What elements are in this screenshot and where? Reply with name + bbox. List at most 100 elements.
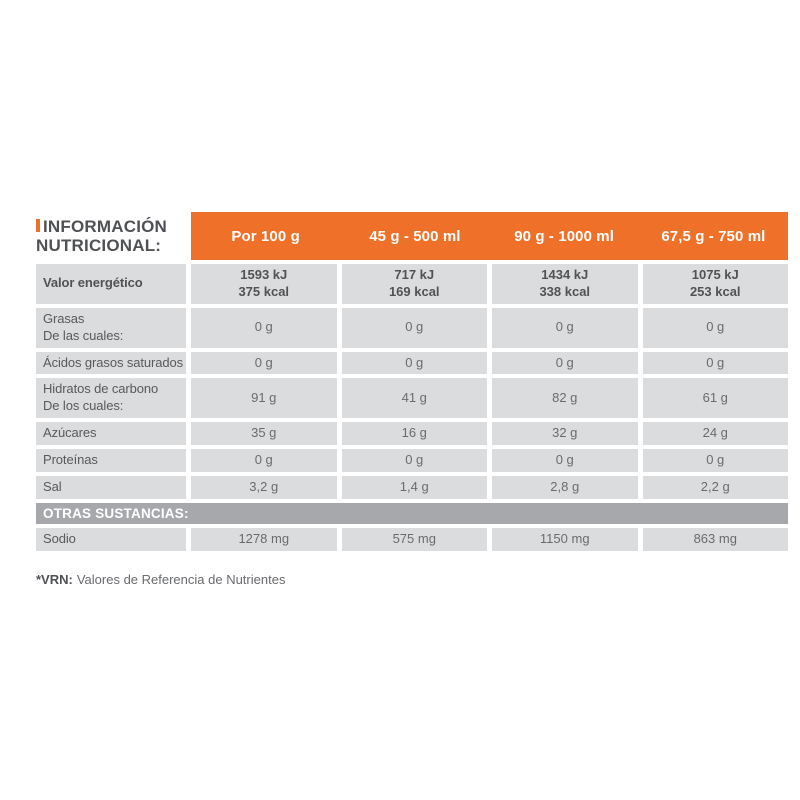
row-label-sal: Sal — [36, 476, 186, 499]
title-accent-bar-icon — [36, 218, 40, 232]
row-label-sodio: Sodio — [36, 527, 186, 551]
cell-acidos-grasos-saturados-col2: 0 g — [341, 351, 487, 375]
footnote-vrn-label: *VRN: — [36, 571, 73, 587]
cell-proteinas-col4: 0 g — [642, 449, 788, 473]
row-label-line: Sodio — [43, 530, 76, 546]
row-label-hidratos-de-carbono: Hidratos de carbono De los cuales: — [36, 378, 186, 419]
cell-value-line: 16 g — [401, 425, 427, 441]
cell-grasas-col2: 0 g — [341, 307, 487, 348]
cell-value-line: 338 kcal — [539, 283, 591, 299]
cell-valor-energetico-col3: 1434 kJ 338 kcal — [492, 264, 638, 304]
cell-grasas-col1: 0 g — [191, 307, 337, 348]
cell-sal-col4: 2,2 g — [642, 476, 788, 499]
cell-sodio-col3: 1150 mg — [492, 527, 638, 551]
cell-value-line: 2,2 g — [700, 479, 730, 495]
nutrition-table: INFORMACIÓN NUTRICIONAL: Por 100 g 45 g … — [36, 212, 788, 551]
cell-value-line: 1,4 g — [399, 479, 429, 495]
cell-sal-col2: 1,4 g — [341, 476, 487, 499]
cell-value-line: 0 g — [254, 452, 273, 468]
cell-azucares-col2: 16 g — [341, 422, 487, 446]
cell-value-line: 24 g — [702, 425, 728, 441]
row-label-valor-energetico: Valor energético — [36, 264, 186, 304]
cell-sal-col1: 3,2 g — [191, 476, 337, 499]
title-line-1: INFORMACIÓN — [36, 217, 186, 236]
cell-value-line: 35 g — [251, 425, 277, 441]
row-label-acidos-grasos-saturados: Ácidos grasos saturados — [36, 351, 186, 375]
cell-value-line: 0 g — [254, 319, 273, 335]
row-label-line: Hidratos de carbono — [43, 381, 159, 397]
cell-proteinas-col3: 0 g — [492, 449, 638, 473]
cell-value-line: 1593 kJ — [240, 267, 288, 282]
row-label-line: Proteínas — [43, 452, 98, 468]
page-title: INFORMACIÓN NUTRICIONAL: — [36, 212, 186, 260]
cell-proteinas-col2: 0 g — [341, 449, 487, 473]
cell-value-line: 2,8 g — [550, 479, 580, 495]
cell-value-line: 0 g — [405, 452, 424, 468]
cell-value-line: 0 g — [555, 354, 574, 370]
column-header-90g-1000ml: 90 g - 1000 ml — [514, 227, 615, 245]
row-label-proteinas: Proteínas — [36, 449, 186, 473]
row-label-line: Ácidos grasos saturados — [43, 354, 184, 370]
row-label-azucares: Azúcares — [36, 422, 186, 446]
column-header-por-100-g: Por 100 g — [231, 227, 300, 245]
column-header-45g-500ml: 45 g - 500 ml — [369, 227, 461, 245]
cell-sal-col3: 2,8 g — [492, 476, 638, 499]
footnote: *VRN: Valores de Referencia de Nutrientes — [36, 572, 788, 587]
cell-value-line: 863 mg — [693, 530, 737, 546]
cell-acidos-grasos-saturados-col3: 0 g — [492, 351, 638, 375]
cell-value-line: 0 g — [555, 452, 574, 468]
cell-grasas-col3: 0 g — [492, 307, 638, 348]
row-label-line: Valor energético — [43, 275, 143, 291]
cell-valor-energetico-col2: 717 kJ 169 kcal — [341, 264, 487, 304]
cell-value-line: 0 g — [405, 319, 424, 335]
section-header-otras-sustancias: OTRAS SUSTANCIAS: — [36, 502, 788, 524]
cell-value-line: 0 g — [254, 354, 273, 370]
cell-sodio-col4: 863 mg — [642, 527, 788, 551]
row-label-grasas: Grasas De las cuales: — [36, 307, 186, 348]
title-text-line-1: INFORMACIÓN — [43, 216, 168, 236]
cell-acidos-grasos-saturados-col1: 0 g — [191, 351, 337, 375]
cell-azucares-col4: 24 g — [642, 422, 788, 446]
cell-value-line: 3,2 g — [249, 479, 279, 495]
cell-value-line: 1075 kJ — [691, 267, 739, 282]
cell-sodio-col1: 1278 mg — [191, 527, 337, 551]
cell-value-line: 1150 mg — [539, 530, 590, 546]
cell-azucares-col1: 35 g — [191, 422, 337, 446]
cell-value-line: 61 g — [702, 389, 728, 405]
row-label-line: Sal — [43, 479, 62, 495]
row-label-line: Azúcares — [43, 425, 97, 441]
table-header-band: Por 100 g 45 g - 500 ml 90 g - 1000 ml 6… — [191, 212, 788, 260]
cell-value-line: 41 g — [401, 389, 427, 405]
cell-hidratos-de-carbono-col4: 61 g — [642, 378, 788, 419]
cell-value-line: 1278 mg — [238, 530, 290, 546]
title-text-line-2: NUTRICIONAL: — [36, 236, 162, 255]
cell-hidratos-de-carbono-col1: 91 g — [191, 378, 337, 419]
cell-grasas-col4: 0 g — [642, 307, 788, 348]
cell-value-line: 717 kJ — [394, 267, 435, 282]
footnote-vrn-text: Valores de Referencia de Nutrientes — [76, 571, 286, 587]
cell-value-line: 575 mg — [392, 530, 436, 546]
column-header-67-5g-750ml: 67,5 g - 750 ml — [661, 227, 766, 245]
cell-value-line: 32 g — [552, 425, 578, 441]
cell-hidratos-de-carbono-col2: 41 g — [341, 378, 487, 419]
cell-value-line: 0 g — [706, 319, 725, 335]
cell-value-line: 169 kcal — [388, 283, 440, 299]
cell-value-line: 1434 kJ — [541, 267, 589, 282]
cell-value-line: 0 g — [706, 354, 725, 370]
cell-value-line: 253 kcal — [689, 283, 741, 299]
cell-hidratos-de-carbono-col3: 82 g — [492, 378, 638, 419]
cell-sodio-col2: 575 mg — [341, 527, 487, 551]
cell-value-line: 375 kcal — [238, 283, 290, 299]
cell-value-line: 0 g — [706, 452, 725, 468]
cell-value-line: 0 g — [405, 354, 424, 370]
cell-valor-energetico-col1: 1593 kJ 375 kcal — [191, 264, 337, 304]
row-label-line: De los cuales: — [43, 398, 124, 414]
cell-azucares-col3: 32 g — [492, 422, 638, 446]
cell-proteinas-col1: 0 g — [191, 449, 337, 473]
row-label-line: De las cuales: — [43, 327, 124, 343]
row-label-line: Grasas — [43, 310, 85, 326]
cell-value-line: 0 g — [555, 319, 574, 335]
cell-value-line: 82 g — [552, 389, 578, 405]
nutrition-facts-panel: INFORMACIÓN NUTRICIONAL: Por 100 g 45 g … — [36, 212, 788, 587]
cell-valor-energetico-col4: 1075 kJ 253 kcal — [642, 264, 788, 304]
